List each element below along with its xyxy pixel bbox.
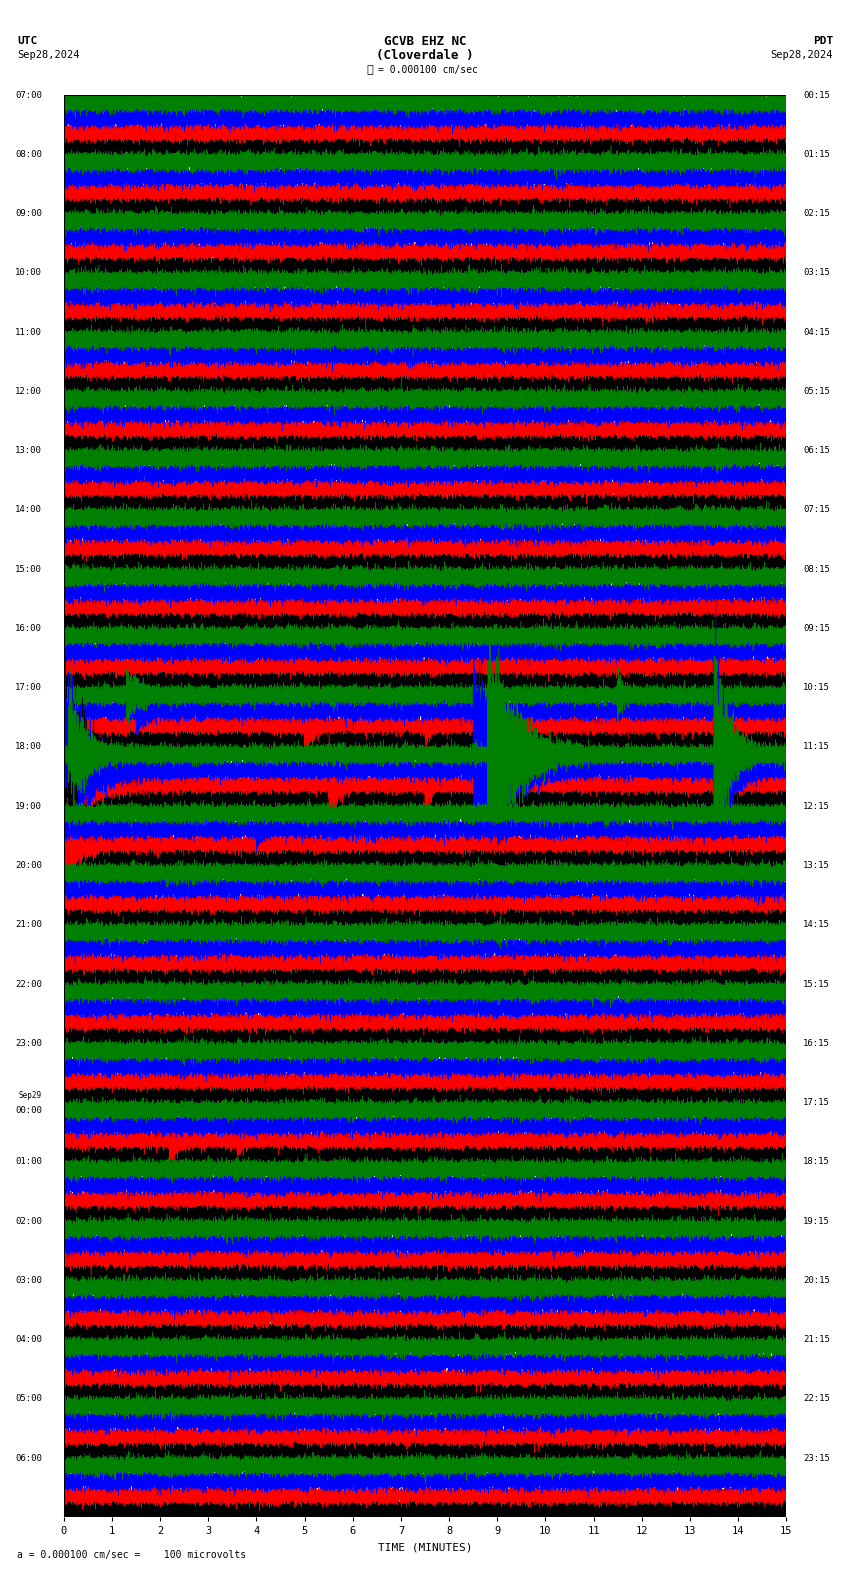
Text: 12:15: 12:15: [803, 802, 830, 811]
Text: 21:15: 21:15: [803, 1335, 830, 1345]
Text: 01:00: 01:00: [15, 1158, 42, 1166]
Text: GCVB EHZ NC: GCVB EHZ NC: [383, 35, 467, 48]
Text: 09:00: 09:00: [15, 209, 42, 219]
Text: ⎷: ⎷: [366, 65, 373, 74]
Text: 14:15: 14:15: [803, 920, 830, 930]
Text: 18:15: 18:15: [803, 1158, 830, 1166]
Text: 14:00: 14:00: [15, 505, 42, 515]
Text: 20:00: 20:00: [15, 862, 42, 870]
Text: 10:15: 10:15: [803, 683, 830, 692]
Text: 19:15: 19:15: [803, 1217, 830, 1226]
Text: 03:00: 03:00: [15, 1275, 42, 1285]
Text: 03:15: 03:15: [803, 268, 830, 277]
Text: 20:15: 20:15: [803, 1275, 830, 1285]
Text: 01:15: 01:15: [803, 150, 830, 158]
Text: 07:15: 07:15: [803, 505, 830, 515]
Text: 13:00: 13:00: [15, 447, 42, 455]
Text: UTC: UTC: [17, 36, 37, 46]
Text: 08:15: 08:15: [803, 564, 830, 573]
Text: 15:00: 15:00: [15, 564, 42, 573]
Text: 23:15: 23:15: [803, 1454, 830, 1462]
Text: 10:00: 10:00: [15, 268, 42, 277]
Text: 07:00: 07:00: [15, 90, 42, 100]
Text: Sep29: Sep29: [19, 1091, 42, 1099]
Text: 08:00: 08:00: [15, 150, 42, 158]
Text: 00:00: 00:00: [15, 1106, 42, 1115]
Text: 12:00: 12:00: [15, 386, 42, 396]
Text: 13:15: 13:15: [803, 862, 830, 870]
Text: 16:00: 16:00: [15, 624, 42, 634]
Text: 09:15: 09:15: [803, 624, 830, 634]
Text: 11:15: 11:15: [803, 743, 830, 751]
Text: 15:15: 15:15: [803, 979, 830, 988]
Text: 11:00: 11:00: [15, 328, 42, 337]
Text: 22:15: 22:15: [803, 1394, 830, 1403]
Text: Sep28,2024: Sep28,2024: [17, 51, 80, 60]
Text: 19:00: 19:00: [15, 802, 42, 811]
Text: 17:00: 17:00: [15, 683, 42, 692]
Text: 00:15: 00:15: [803, 90, 830, 100]
Text: 22:00: 22:00: [15, 979, 42, 988]
Text: PDT: PDT: [813, 36, 833, 46]
Text: 04:00: 04:00: [15, 1335, 42, 1345]
Text: 05:00: 05:00: [15, 1394, 42, 1403]
Text: 04:15: 04:15: [803, 328, 830, 337]
Text: 17:15: 17:15: [803, 1098, 830, 1107]
Text: 06:15: 06:15: [803, 447, 830, 455]
Text: (Cloverdale ): (Cloverdale ): [377, 49, 473, 62]
Text: 23:00: 23:00: [15, 1039, 42, 1049]
Text: 18:00: 18:00: [15, 743, 42, 751]
Text: 06:00: 06:00: [15, 1454, 42, 1462]
X-axis label: TIME (MINUTES): TIME (MINUTES): [377, 1543, 473, 1552]
Text: 21:00: 21:00: [15, 920, 42, 930]
Text: 02:15: 02:15: [803, 209, 830, 219]
Text: 05:15: 05:15: [803, 386, 830, 396]
Text: = 0.000100 cm/sec: = 0.000100 cm/sec: [378, 65, 478, 74]
Text: Sep28,2024: Sep28,2024: [770, 51, 833, 60]
Text: 16:15: 16:15: [803, 1039, 830, 1049]
Text: a = 0.000100 cm/sec =    100 microvolts: a = 0.000100 cm/sec = 100 microvolts: [17, 1551, 246, 1560]
Text: 02:00: 02:00: [15, 1217, 42, 1226]
